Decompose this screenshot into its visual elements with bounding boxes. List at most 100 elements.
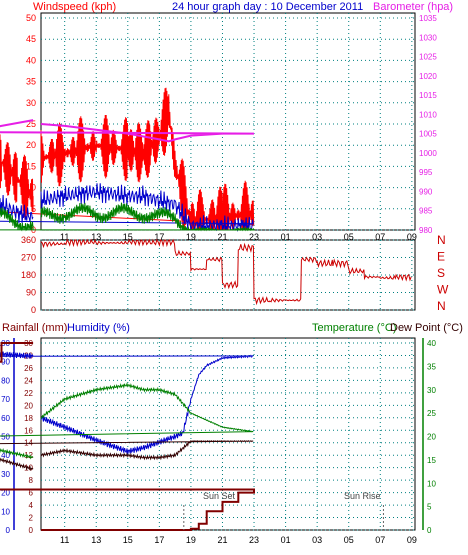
wind-x-tick-label: 05 bbox=[344, 232, 354, 242]
wind-x-tick-label: 19 bbox=[186, 232, 196, 242]
temp-tick-label: 35 bbox=[427, 362, 436, 371]
weather-x-tick-label: 05 bbox=[344, 535, 354, 545]
baro-tick-label: 990 bbox=[419, 187, 433, 196]
wind-tick-label: 35 bbox=[26, 77, 36, 87]
temp-tick-label: 5 bbox=[427, 503, 432, 512]
compass-tick-label: S bbox=[437, 266, 445, 280]
humidity-tick-label: 40 bbox=[1, 451, 10, 460]
rain-tick-label: 18 bbox=[24, 414, 33, 423]
chart-title: 24 hour graph day : 10 December 2011 bbox=[172, 1, 363, 13]
direction-tick-label: 0 bbox=[31, 305, 36, 315]
weather-x-tick-label: 19 bbox=[186, 535, 196, 545]
dewpoint-axis-title: Dew Point (°C) bbox=[390, 322, 463, 334]
wind-x-tick-label: 15 bbox=[123, 232, 133, 242]
humidity-tick-label: 90 bbox=[1, 358, 10, 367]
humidity-tick-label: 20 bbox=[1, 489, 10, 498]
windspeed-gust-series bbox=[0, 87, 255, 231]
temp-tick-label: 15 bbox=[427, 456, 436, 465]
weather-x-tick-label: 09 bbox=[407, 535, 417, 545]
temp-tick-label: 40 bbox=[427, 339, 436, 348]
wind-tick-label: 25 bbox=[26, 119, 36, 129]
baro-tick-label: 985 bbox=[419, 207, 433, 216]
wind-tick-label: 45 bbox=[26, 34, 36, 44]
rain-tick-label: 20 bbox=[24, 401, 33, 410]
wind-x-tick-label: 11 bbox=[60, 232, 69, 242]
humidity-tick-label: 50 bbox=[1, 433, 10, 442]
wind-x-tick-label: 13 bbox=[91, 232, 101, 242]
rain-tick-label: 4 bbox=[29, 501, 34, 510]
rain-tick-label: 0 bbox=[29, 526, 34, 535]
wind-x-tick-label: 17 bbox=[154, 232, 164, 242]
wind-x-tick-label: 21 bbox=[217, 232, 227, 242]
wind-tick-label: 40 bbox=[26, 55, 36, 65]
humidity-tick-label: 80 bbox=[1, 376, 10, 385]
baro-tick-label: 1035 bbox=[419, 14, 437, 23]
weather-x-tick-label: 07 bbox=[375, 535, 385, 545]
wind-x-tick-label: 23 bbox=[249, 232, 259, 242]
wind-x-tick-label: 07 bbox=[375, 232, 385, 242]
humidity-tick-label: 10 bbox=[1, 507, 10, 516]
weather-x-tick-label: 03 bbox=[312, 535, 322, 545]
temp-tick-label: 20 bbox=[427, 433, 436, 442]
baro-tick-label: 1030 bbox=[419, 33, 437, 42]
wind-tick-label: 15 bbox=[26, 161, 36, 171]
baro-tick-label: 1025 bbox=[419, 53, 437, 62]
rain-tick-label: 6 bbox=[29, 489, 34, 498]
wind-x-tick-label: 01 bbox=[281, 232, 291, 242]
wind-tick-label: 20 bbox=[26, 140, 36, 150]
direction-tick-label: 270 bbox=[21, 253, 36, 263]
direction-tick-label: 360 bbox=[21, 235, 36, 245]
weather-x-tick-label: 15 bbox=[123, 535, 133, 545]
temp-tick-label: 30 bbox=[427, 386, 436, 395]
rainfall-axis-title: Rainfall (mm) bbox=[2, 322, 67, 334]
sunrise-annotation: Sun Rise bbox=[344, 491, 381, 501]
axes-layer: 0510152025303540455098098599099510001005… bbox=[0, 13, 449, 545]
baro-tick-label: 1000 bbox=[419, 149, 437, 158]
weather-x-tick-label: 01 bbox=[281, 535, 291, 545]
humidity-axis-title: Humidity (%) bbox=[67, 322, 130, 334]
humidity-tick-label: 70 bbox=[1, 395, 10, 404]
windspeed-axis-title: Windspeed (kph) bbox=[33, 1, 116, 13]
baro-tick-label: 995 bbox=[419, 168, 433, 177]
rain-tick-label: 12 bbox=[24, 451, 33, 460]
humidity-tick-label: 30 bbox=[1, 470, 10, 479]
wind-direction-series bbox=[40, 238, 412, 306]
weather-x-tick-label: 21 bbox=[217, 535, 227, 545]
windspeed-low-series bbox=[0, 202, 255, 232]
direction-tick-label: 180 bbox=[21, 270, 36, 280]
humidity-series bbox=[0, 351, 254, 455]
temperature-series bbox=[0, 382, 254, 460]
rain-tick-label: 2 bbox=[29, 514, 34, 523]
baro-tick-label: 1005 bbox=[419, 130, 437, 139]
compass-tick-label: N bbox=[437, 299, 446, 313]
windspeed-avg-series bbox=[0, 183, 254, 232]
baro-tick-label: 1020 bbox=[419, 72, 437, 81]
dewpoint-series bbox=[0, 439, 254, 471]
weather-x-tick-label: 11 bbox=[60, 535, 69, 545]
compass-tick-label: N bbox=[437, 233, 446, 247]
rain-tick-label: 26 bbox=[24, 364, 33, 373]
compass-tick-label: E bbox=[437, 250, 445, 264]
rain-tick-label: 22 bbox=[24, 389, 33, 398]
baro-tick-label: 980 bbox=[419, 226, 433, 235]
rain-tick-label: 8 bbox=[29, 476, 34, 485]
sunset-annotation: Sun Set bbox=[203, 491, 236, 501]
humidity-tick-label: 0 bbox=[6, 526, 11, 535]
temp-tick-label: 0 bbox=[427, 526, 432, 535]
series-layer bbox=[0, 87, 412, 531]
wind-tick-label: 30 bbox=[26, 98, 36, 108]
wind-x-tick-label: 09 bbox=[407, 232, 417, 242]
temperature-axis-title: Temperature (°C) bbox=[312, 322, 396, 334]
barometer-axis-title: Barometer (hpa) bbox=[373, 1, 453, 13]
compass-tick-label: W bbox=[437, 283, 449, 297]
weather-x-tick-label: 13 bbox=[91, 535, 101, 545]
weather-panel-frame bbox=[40, 337, 416, 531]
rain-tick-label: 24 bbox=[24, 376, 33, 385]
baro-tick-label: 1010 bbox=[419, 110, 437, 119]
direction-tick-label: 90 bbox=[26, 288, 36, 298]
wind-x-tick-label: 03 bbox=[312, 232, 322, 242]
rain-tick-label: 16 bbox=[24, 426, 33, 435]
rainfall-series bbox=[0, 342, 255, 531]
wind-tick-label: 50 bbox=[26, 13, 36, 23]
